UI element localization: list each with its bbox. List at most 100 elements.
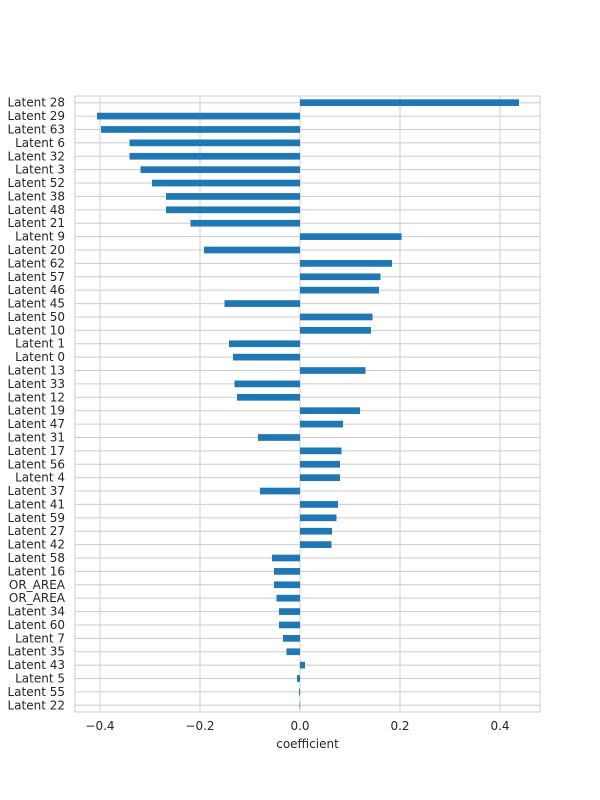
bar (300, 501, 338, 508)
bar (204, 246, 300, 254)
bar (300, 313, 373, 321)
y-tick-label: Latent 38 (7, 189, 65, 203)
bar (300, 661, 305, 669)
y-tick-label: Latent 33 (7, 377, 65, 391)
x-axis-title: coefficient (276, 737, 339, 751)
bar (166, 193, 300, 200)
y-tick-label: Latent 21 (7, 216, 65, 230)
bar (300, 474, 340, 481)
bar (300, 527, 332, 535)
y-tick-label: Latent 63 (7, 122, 65, 136)
y-tick-label: Latent 10 (7, 323, 65, 337)
y-tick-label: Latent 7 (15, 631, 65, 645)
y-tick-label: Latent 5 (15, 672, 65, 686)
y-tick-label: Latent 34 (7, 605, 65, 619)
y-tick-label: Latent 48 (7, 203, 65, 217)
y-tick-label: Latent 58 (7, 551, 65, 565)
y-tick-label: Latent 6 (15, 136, 65, 150)
y-tick-label: Latent 41 (7, 497, 65, 511)
x-tick-label: 0.2 (390, 719, 409, 733)
bar (300, 233, 402, 240)
bar (286, 648, 300, 656)
bar (272, 554, 300, 562)
y-tick-label: Latent 19 (7, 404, 65, 418)
y-tick-label: OR_AREA (9, 591, 66, 605)
y-tick-label: Latent 43 (7, 658, 65, 672)
plot-frame (74, 95, 541, 713)
bar (274, 568, 300, 575)
bar (279, 621, 300, 629)
y-tick-label: Latent 0 (15, 350, 65, 364)
bar (300, 286, 379, 294)
y-tick-label: Latent 22 (7, 698, 65, 712)
bar (258, 434, 300, 441)
bar (300, 460, 340, 468)
bar (166, 206, 300, 214)
bar (300, 99, 519, 107)
y-tick-label: Latent 12 (7, 390, 65, 404)
y-tick-label: Latent 56 (7, 457, 65, 471)
bar (234, 380, 300, 388)
x-tick-label: 0.4 (490, 719, 509, 733)
bar (101, 126, 300, 133)
y-tick-label: Latent 27 (7, 524, 65, 538)
y-tick-label: Latent 4 (15, 471, 65, 485)
bar (300, 447, 342, 455)
x-tick-label: 0.0 (290, 719, 309, 733)
bar (297, 675, 300, 682)
y-tick-label: Latent 62 (7, 256, 65, 270)
y-tick-label: Latent 47 (7, 417, 65, 431)
y-tick-label: Latent 16 (7, 564, 65, 578)
y-tick-label: OR_AREA (9, 578, 66, 592)
y-tick-label: Latent 31 (7, 430, 65, 444)
bar (233, 353, 300, 361)
x-tick-label: −0.2 (185, 719, 214, 733)
bar (237, 393, 300, 401)
y-tick-label: Latent 46 (7, 283, 65, 297)
y-tick-label: Latent 52 (7, 176, 65, 190)
bar (97, 112, 300, 120)
y-tick-label: Latent 29 (7, 109, 65, 123)
x-tick-label: −0.4 (85, 719, 114, 733)
bar (299, 688, 300, 696)
y-tick-label: Latent 45 (7, 297, 65, 311)
y-tick-label: Latent 59 (7, 511, 65, 525)
y-tick-label: Latent 42 (7, 538, 65, 552)
bar (152, 179, 300, 187)
y-tick-label: Latent 9 (15, 230, 65, 244)
y-tick-label: Latent 50 (7, 310, 65, 324)
y-tick-label: Latent 28 (7, 96, 65, 110)
bar (229, 340, 300, 348)
y-tick-label: Latent 20 (7, 243, 65, 257)
y-tick-label: Latent 1 (15, 337, 65, 351)
bar (283, 635, 300, 642)
bar (300, 260, 392, 267)
y-tick-label: Latent 55 (7, 685, 65, 699)
y-tick-label: Latent 17 (7, 444, 65, 458)
bar (260, 487, 300, 495)
bar (300, 273, 381, 281)
bar (300, 541, 332, 548)
y-tick-label: Latent 37 (7, 484, 65, 498)
bar (300, 514, 337, 522)
y-tick-label: Latent 35 (7, 645, 65, 659)
bar (299, 701, 301, 709)
bar (140, 166, 300, 173)
bar (300, 420, 343, 428)
bar (300, 327, 371, 334)
bar (276, 594, 300, 602)
bar (224, 300, 300, 307)
bar (300, 407, 360, 415)
bar (300, 367, 366, 374)
bars (97, 99, 519, 709)
y-tick-label: Latent 57 (7, 270, 65, 284)
x-tick-labels: −0.4 −0.2 0.0 0.2 0.4 (85, 719, 509, 733)
bar (190, 219, 300, 227)
y-tick-label: Latent 32 (7, 149, 65, 163)
y-tick-label: Latent 60 (7, 618, 65, 632)
y-tick-label: Latent 3 (15, 163, 65, 177)
bar (129, 139, 300, 147)
y-tick-label: Latent 13 (7, 364, 65, 378)
